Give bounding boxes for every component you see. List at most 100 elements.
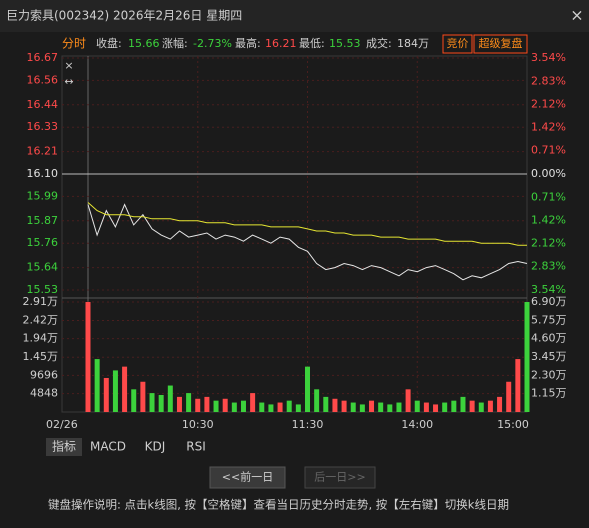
- info-label: 最高:: [235, 36, 261, 50]
- y-tick-label: 1.94万: [23, 332, 59, 345]
- volume-bar: [423, 402, 429, 412]
- tab-label[interactable]: KDJ: [145, 440, 166, 454]
- close-button[interactable]: ×: [570, 6, 583, 25]
- volume-bar: [195, 398, 201, 412]
- y2-tick-label: 0.00%: [531, 167, 566, 180]
- volume-bar: [350, 402, 356, 412]
- y-tick-label: 16.44: [27, 98, 59, 111]
- volume-bar: [387, 404, 393, 412]
- tab-active[interactable]: [46, 438, 82, 456]
- y2-tick-label: 0.71%: [531, 144, 566, 157]
- y2-tick-label: 2.12%: [531, 236, 566, 249]
- volume-bar: [112, 370, 118, 412]
- info-value: 15.66: [128, 37, 160, 50]
- replay-text[interactable]: 超级复盘: [479, 36, 523, 50]
- volume-bar: [396, 402, 402, 412]
- y-tick-label: 4848: [30, 387, 58, 400]
- volume-bar: [222, 398, 228, 412]
- info-label: 涨幅:: [162, 37, 188, 50]
- y2-tick-label: 3.54%: [531, 51, 566, 64]
- volume-bar: [295, 404, 301, 412]
- volume-bar: [314, 389, 320, 412]
- volume-bar: [176, 396, 182, 412]
- y2-tick-label: 3.54%: [531, 283, 566, 296]
- volume-bar: [515, 359, 521, 412]
- volume-bar: [131, 389, 137, 412]
- y-tick-label: 16.33: [27, 120, 59, 133]
- volume-bar: [506, 381, 512, 412]
- volume-bar: [122, 366, 128, 412]
- volume-bar: [405, 389, 411, 412]
- volume-bar: [213, 400, 219, 412]
- volume-bar: [323, 396, 329, 412]
- y-tick-label: 15.99: [27, 189, 59, 202]
- tab-label[interactable]: 指标: [52, 439, 76, 454]
- volume-bar: [204, 396, 210, 412]
- price-line: [87, 203, 528, 281]
- volume-bar: [451, 400, 457, 412]
- auction-text[interactable]: 竞价: [447, 36, 469, 50]
- mode-label: 分时: [62, 37, 86, 51]
- y-tick-label: 16.10: [27, 167, 59, 180]
- volume-bar: [524, 302, 530, 412]
- y2-tick-label: 1.42%: [531, 120, 566, 133]
- volume-bar: [469, 400, 475, 412]
- window-title: 巨力索具(002342) 2026年2月26日 星期四: [6, 9, 242, 23]
- volume-bar: [250, 393, 256, 412]
- auction-button[interactable]: [442, 34, 473, 54]
- volume-bar: [369, 400, 375, 412]
- y2-tick-label: 1.15万: [531, 387, 567, 400]
- x-tick-label: 14:00: [401, 418, 433, 431]
- info-value: 184万: [397, 37, 429, 50]
- volume-bar: [85, 302, 91, 412]
- y2-tick-label: 2.12%: [531, 98, 566, 111]
- y2-tick-label: 5.75万: [531, 313, 567, 326]
- volume-bar: [158, 394, 164, 412]
- tab-label[interactable]: MACD: [90, 440, 126, 454]
- volume-bar: [240, 400, 246, 412]
- prev-button[interactable]: [209, 466, 286, 489]
- y-tick-label: 2.91万: [23, 295, 59, 308]
- close-icon: ×: [64, 59, 73, 72]
- volume-bar: [442, 402, 448, 412]
- y2-tick-label: 6.90万: [531, 295, 567, 308]
- price-line: [87, 202, 527, 246]
- volume-bar: [433, 404, 439, 412]
- y-tick-label: 9696: [30, 368, 58, 381]
- volume-bar: [332, 398, 338, 412]
- info-label: 最低:: [299, 37, 325, 50]
- volume-bar: [140, 381, 146, 412]
- info-label: 收盘:: [96, 36, 122, 50]
- tab-label[interactable]: RSI: [186, 440, 206, 454]
- y2-tick-label: 4.60万: [531, 332, 567, 345]
- volume-bar: [359, 404, 365, 412]
- next-button[interactable]: [304, 466, 376, 489]
- y-tick-label: 15.53: [27, 283, 59, 296]
- volume-bar: [378, 402, 384, 412]
- y-tick-label: 15.64: [27, 261, 59, 274]
- next-text[interactable]: 后一日>>: [314, 471, 365, 484]
- volume-bar: [286, 400, 292, 412]
- volume-bar: [186, 393, 192, 412]
- volume-bar: [94, 359, 100, 412]
- volume-bar: [341, 400, 347, 412]
- y-tick-label: 15.87: [27, 214, 59, 227]
- info-label: 成交:: [366, 36, 392, 50]
- volume-bar: [259, 402, 265, 412]
- volume-bar: [414, 400, 420, 412]
- info-value: 15.53: [329, 37, 361, 50]
- prev-text[interactable]: <<前一日: [222, 470, 273, 484]
- replay-button[interactable]: [473, 34, 528, 54]
- volume-bar: [497, 396, 503, 412]
- volume-bar: [149, 393, 155, 412]
- volume-bar: [231, 402, 237, 412]
- y2-tick-label: 3.45万: [531, 350, 567, 363]
- volume-bar: [167, 385, 173, 412]
- y2-tick-label: 2.30万: [531, 368, 567, 381]
- footer-hint: 键盘操作说明: 点击k线图, 按【空格键】查看当日历史分时走势, 按【左右键】切…: [48, 498, 509, 512]
- volume-bar: [460, 396, 466, 412]
- x-tick-label: 11:30: [292, 418, 324, 431]
- y-tick-label: 1.45万: [23, 350, 59, 363]
